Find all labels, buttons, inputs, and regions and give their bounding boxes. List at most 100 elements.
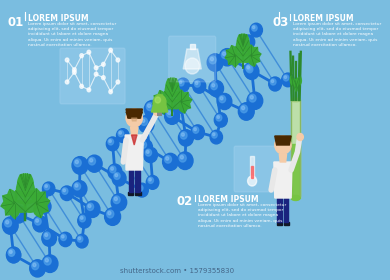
Circle shape: [210, 130, 222, 144]
Circle shape: [250, 95, 254, 99]
Text: LOREM IPSUM: LOREM IPSUM: [28, 14, 89, 23]
Circle shape: [248, 67, 250, 70]
Circle shape: [38, 199, 51, 214]
Text: shutterstock.com • 1579355830: shutterstock.com • 1579355830: [120, 268, 234, 274]
Circle shape: [80, 54, 83, 58]
Circle shape: [180, 155, 183, 159]
Circle shape: [108, 164, 122, 179]
Polygon shape: [181, 97, 192, 105]
Circle shape: [244, 37, 249, 43]
Text: 03: 03: [272, 16, 288, 29]
Circle shape: [4, 219, 12, 227]
Polygon shape: [251, 48, 258, 56]
Polygon shape: [23, 175, 33, 190]
Circle shape: [144, 147, 158, 163]
Polygon shape: [5, 204, 15, 215]
Circle shape: [74, 183, 81, 190]
Polygon shape: [242, 41, 250, 51]
Polygon shape: [167, 78, 174, 88]
Circle shape: [94, 72, 98, 76]
Circle shape: [163, 153, 178, 171]
Polygon shape: [125, 135, 143, 170]
Polygon shape: [34, 204, 43, 218]
Circle shape: [144, 101, 160, 118]
Circle shape: [62, 188, 68, 194]
Circle shape: [177, 78, 189, 92]
Circle shape: [35, 219, 39, 222]
Circle shape: [115, 174, 118, 177]
Circle shape: [217, 116, 220, 118]
Polygon shape: [181, 101, 190, 109]
Polygon shape: [7, 189, 17, 204]
Circle shape: [116, 58, 120, 62]
Circle shape: [33, 263, 36, 267]
Polygon shape: [227, 49, 235, 57]
Circle shape: [5, 220, 9, 224]
Polygon shape: [190, 44, 195, 49]
Circle shape: [246, 66, 253, 73]
Circle shape: [109, 90, 112, 94]
Circle shape: [109, 140, 112, 143]
Circle shape: [211, 82, 217, 90]
Circle shape: [180, 132, 187, 139]
Circle shape: [43, 182, 55, 196]
Circle shape: [140, 118, 147, 125]
Text: Lorem ipsum dolor sit amet, consectetur
adipiscing elit, sed do eiusmod tempor
i: Lorem ipsum dolor sit amet, consectetur …: [198, 203, 286, 228]
Polygon shape: [156, 102, 164, 111]
Polygon shape: [36, 202, 48, 213]
Circle shape: [246, 64, 252, 71]
Polygon shape: [172, 99, 181, 109]
Circle shape: [88, 204, 91, 207]
Circle shape: [44, 257, 51, 265]
Polygon shape: [25, 201, 37, 212]
Circle shape: [177, 101, 180, 104]
Circle shape: [74, 159, 81, 167]
Circle shape: [142, 119, 145, 122]
Circle shape: [109, 48, 112, 52]
Circle shape: [87, 50, 91, 54]
Ellipse shape: [291, 98, 300, 102]
Circle shape: [80, 84, 83, 88]
Circle shape: [9, 250, 12, 253]
Circle shape: [240, 105, 248, 113]
Polygon shape: [157, 112, 162, 116]
Ellipse shape: [291, 195, 300, 200]
Circle shape: [155, 97, 161, 103]
Circle shape: [149, 178, 151, 181]
Polygon shape: [23, 174, 32, 187]
Circle shape: [59, 232, 72, 247]
Circle shape: [41, 202, 43, 205]
Circle shape: [297, 134, 303, 141]
Circle shape: [113, 196, 120, 204]
Polygon shape: [240, 34, 246, 44]
Polygon shape: [230, 46, 237, 56]
Circle shape: [191, 125, 204, 139]
Circle shape: [185, 58, 200, 74]
Polygon shape: [160, 102, 167, 114]
Circle shape: [177, 152, 193, 169]
Circle shape: [146, 150, 149, 153]
Circle shape: [181, 133, 184, 136]
Circle shape: [245, 38, 247, 41]
Circle shape: [247, 92, 263, 109]
Circle shape: [207, 54, 223, 71]
Polygon shape: [16, 183, 27, 197]
Polygon shape: [135, 170, 140, 192]
Circle shape: [252, 26, 255, 29]
Polygon shape: [25, 191, 35, 204]
Circle shape: [90, 158, 93, 162]
Circle shape: [14, 209, 17, 213]
FancyBboxPatch shape: [169, 36, 216, 82]
Circle shape: [284, 76, 287, 79]
Circle shape: [75, 184, 78, 187]
Circle shape: [32, 262, 39, 270]
Circle shape: [215, 113, 227, 127]
Polygon shape: [241, 34, 247, 44]
Polygon shape: [128, 192, 133, 195]
Circle shape: [269, 77, 282, 91]
Polygon shape: [292, 144, 300, 196]
Circle shape: [220, 97, 223, 100]
Polygon shape: [169, 78, 176, 88]
Polygon shape: [19, 174, 28, 187]
Circle shape: [118, 130, 124, 137]
